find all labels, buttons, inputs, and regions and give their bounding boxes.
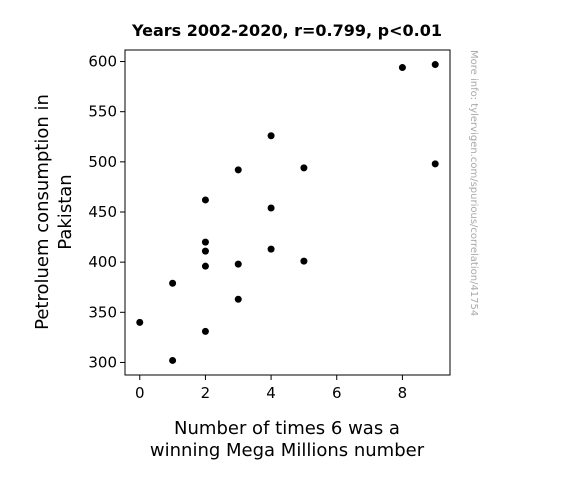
x-tick-label: 8 [398, 384, 408, 402]
y-axis-label-line-1: Petroluem consumption in [32, 94, 53, 330]
data-point [398, 64, 406, 72]
x-axis-label-line-2: winning Mega Millions number [150, 440, 425, 461]
data-point [234, 295, 242, 303]
data-point [267, 204, 275, 212]
y-tick-label: 450 [88, 203, 117, 221]
chart-title: Years 2002-2020, r=0.799, p<0.01 [131, 21, 442, 40]
x-axis-label-line-1: Number of times 6 was a [174, 418, 400, 439]
y-tick-label: 350 [88, 303, 117, 321]
data-point [136, 318, 144, 326]
data-point [201, 238, 209, 246]
data-point [201, 327, 209, 335]
x-tick-label: 6 [332, 384, 342, 402]
x-tick-label: 2 [201, 384, 211, 402]
data-points [136, 61, 439, 364]
x-tick-label: 0 [135, 384, 145, 402]
data-point [169, 356, 177, 364]
data-point [234, 260, 242, 268]
data-point [201, 262, 209, 270]
data-point [267, 132, 275, 140]
data-point [300, 164, 308, 172]
x-axis-ticks: 0 2 4 6 8 [135, 375, 407, 402]
y-tick-label: 300 [88, 353, 117, 371]
y-axis-label-line-2: Pakistan [55, 174, 76, 249]
watermark-text: More info: tylervigen.com/spurious/corre… [468, 50, 479, 316]
data-point [267, 245, 275, 253]
y-tick-label: 400 [88, 253, 117, 271]
y-axis-ticks: 300 350 400 450 500 550 600 [88, 53, 125, 371]
y-tick-label: 550 [88, 103, 117, 121]
data-point [201, 196, 209, 204]
data-point [234, 166, 242, 174]
plot-area [124, 49, 451, 376]
data-point [300, 257, 308, 265]
data-point [201, 247, 209, 255]
y-tick-label: 500 [88, 153, 117, 171]
data-point [431, 61, 439, 69]
x-tick-label: 4 [266, 384, 276, 402]
data-point [169, 279, 177, 287]
y-tick-label: 600 [88, 53, 117, 71]
plot-frame [124, 49, 451, 376]
data-point [431, 160, 439, 168]
